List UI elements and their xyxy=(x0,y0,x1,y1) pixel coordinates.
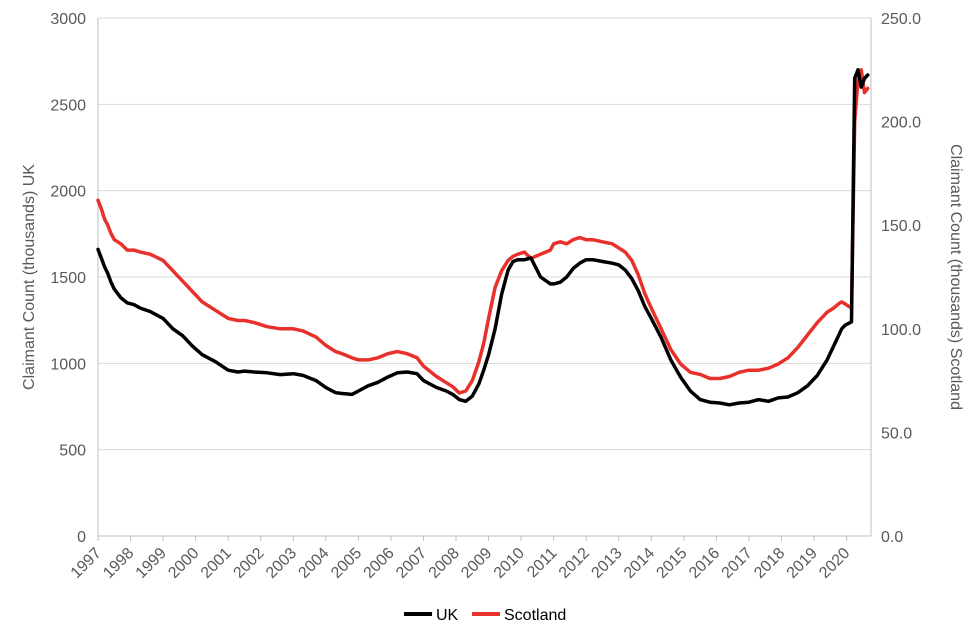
x-tick-label: 2005 xyxy=(328,545,365,582)
x-tick-label: 2010 xyxy=(491,545,528,582)
left-y-tick-labels: 0 500 1000 1500 2000 2500 3000 xyxy=(50,11,86,546)
right-y-tick-label: 250.0 xyxy=(881,11,921,28)
x-tick-label: 2000 xyxy=(165,545,202,582)
x-tick-label: 2012 xyxy=(556,545,593,582)
x-tick-label: 2014 xyxy=(621,545,658,582)
x-tick-label: 2017 xyxy=(719,545,756,582)
x-tick-label: 2002 xyxy=(230,545,267,582)
x-tick-label: 2003 xyxy=(263,545,300,582)
left-y-tick-label: 2500 xyxy=(50,97,86,114)
x-tick-label: 2011 xyxy=(524,545,560,581)
x-tick-label: 1999 xyxy=(133,545,170,582)
x-tick-label: 2020 xyxy=(816,545,853,582)
right-y-tick-label: 200.0 xyxy=(881,115,921,132)
x-tick-label: 2013 xyxy=(588,545,625,582)
legend: UK Scotland xyxy=(404,607,566,624)
x-tick-label: 2001 xyxy=(198,545,235,582)
x-tick-label: 2016 xyxy=(686,545,723,582)
x-tick-labels: 1997199819992000200120022003200420052006… xyxy=(68,545,854,582)
left-y-tick-label: 1500 xyxy=(50,270,86,287)
legend-label-uk: UK xyxy=(436,607,459,624)
left-y-tick-label: 500 xyxy=(59,443,86,460)
legend-label-scotland: Scotland xyxy=(504,607,566,624)
x-tick-label: 2015 xyxy=(653,545,690,582)
gridlines xyxy=(98,17,871,451)
x-tick-label: 2018 xyxy=(751,545,788,582)
x-tick-label: 2009 xyxy=(458,545,495,582)
x-tick-label: 2004 xyxy=(295,545,332,582)
right-y-tick-labels: 0.0 50.0 100.0 150.0 200.0 250.0 xyxy=(881,11,921,546)
x-tick-label: 1997 xyxy=(68,545,105,582)
right-y-tick-label: 150.0 xyxy=(881,218,921,235)
x-tick-label: 2008 xyxy=(426,545,463,582)
right-y-tick-label: 100.0 xyxy=(881,322,921,339)
right-y-tick-label: 0.0 xyxy=(881,529,903,546)
series-layer xyxy=(96,68,870,407)
left-y-tick-label: 0 xyxy=(77,529,86,546)
series-line-scotland xyxy=(96,68,870,395)
left-axis-title: Claimant Count (thousands) UK xyxy=(21,164,38,390)
left-y-tick-label: 1000 xyxy=(50,356,86,373)
x-tick-label: 1998 xyxy=(100,545,137,582)
series-line-uk xyxy=(96,68,870,407)
x-tick-label: 2006 xyxy=(361,545,398,582)
axes xyxy=(97,18,872,541)
right-axis-title: Claimant Count (thousands) Scotland xyxy=(947,144,964,410)
x-tick-label: 2019 xyxy=(784,545,821,582)
left-y-tick-label: 2000 xyxy=(50,184,86,201)
right-y-tick-label: 50.0 xyxy=(881,425,912,442)
left-y-tick-label: 3000 xyxy=(50,11,86,28)
x-tick-label: 2007 xyxy=(393,545,430,582)
